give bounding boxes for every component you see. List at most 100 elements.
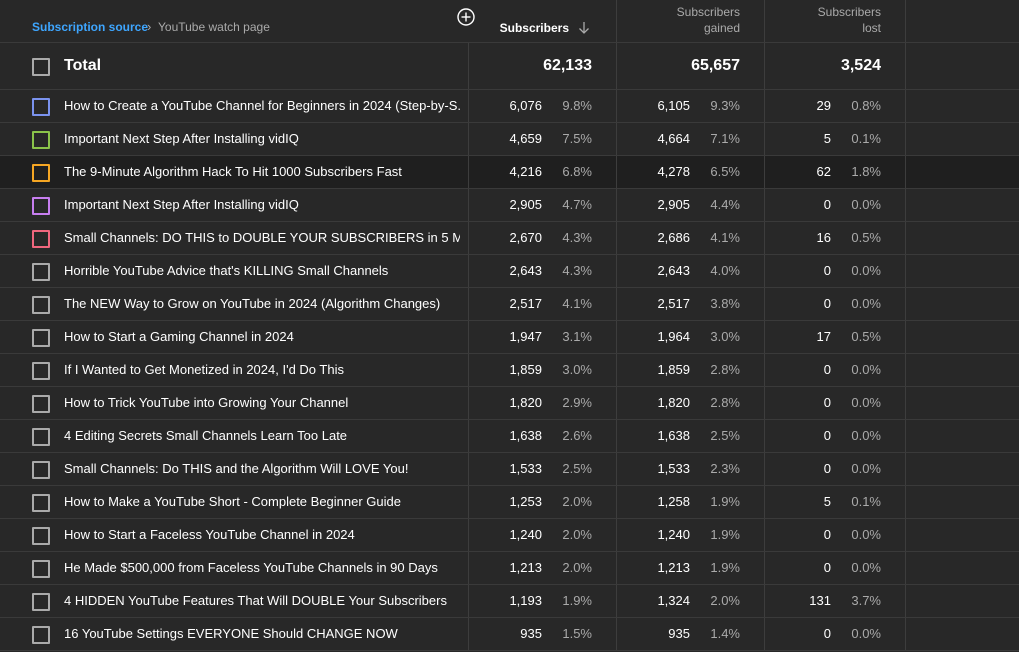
breadcrumb-source-link[interactable]: Subscription source bbox=[32, 20, 149, 34]
subscribers-lost-value: 0 bbox=[823, 527, 831, 542]
subscribers-gained-value: 4,664 bbox=[657, 131, 690, 146]
row-checkbox[interactable] bbox=[32, 395, 50, 413]
column-divider bbox=[905, 585, 906, 617]
video-title[interactable]: How to Make a YouTube Short - Complete B… bbox=[64, 494, 401, 509]
table-row[interactable]: Horrible YouTube Advice that's KILLING S… bbox=[0, 255, 1019, 288]
subscribers-value: 1,820 bbox=[509, 395, 542, 410]
total-checkbox[interactable] bbox=[32, 58, 50, 76]
column-divider bbox=[468, 585, 469, 617]
subscribers-gained-percent: 4.1% bbox=[710, 230, 740, 245]
column-divider bbox=[616, 288, 617, 320]
column-header-subscribers-gained[interactable]: Subscribers gained bbox=[620, 4, 740, 36]
column-divider bbox=[468, 618, 469, 650]
column-divider bbox=[616, 123, 617, 155]
video-title[interactable]: Important Next Step After Installing vid… bbox=[64, 197, 299, 212]
row-checkbox[interactable] bbox=[32, 263, 50, 281]
table-body: How to Create a YouTube Channel for Begi… bbox=[0, 90, 1019, 651]
subscribers-gained-value: 2,517 bbox=[657, 296, 690, 311]
subscribers-lost-value: 0 bbox=[823, 461, 831, 476]
row-checkbox[interactable] bbox=[32, 131, 50, 149]
table-row[interactable]: How to Start a Faceless YouTube Channel … bbox=[0, 519, 1019, 552]
column-header-subscribers-lost[interactable]: Subscribers lost bbox=[770, 4, 881, 36]
row-checkbox[interactable] bbox=[32, 296, 50, 314]
video-title[interactable]: The NEW Way to Grow on YouTube in 2024 (… bbox=[64, 296, 441, 311]
column-divider bbox=[616, 387, 617, 419]
table-row[interactable]: How to Create a YouTube Channel for Begi… bbox=[0, 90, 1019, 123]
column-divider bbox=[905, 123, 906, 155]
subscribers-gained-percent: 4.0% bbox=[710, 263, 740, 278]
row-checkbox[interactable] bbox=[32, 626, 50, 644]
row-checkbox[interactable] bbox=[32, 230, 50, 248]
table-row[interactable]: If I Wanted to Get Monetized in 2024, I'… bbox=[0, 354, 1019, 387]
column-divider bbox=[468, 90, 469, 122]
subscribers-gained-percent: 3.0% bbox=[710, 329, 740, 344]
subscribers-gained-value: 935 bbox=[668, 626, 690, 641]
subscribers-value: 1,638 bbox=[509, 428, 542, 443]
video-title[interactable]: How to Create a YouTube Channel for Begi… bbox=[64, 98, 460, 113]
row-checkbox[interactable] bbox=[32, 98, 50, 116]
video-title[interactable]: Small Channels: Do THIS and the Algorith… bbox=[64, 461, 409, 476]
video-title[interactable]: How to Start a Gaming Channel in 2024 bbox=[64, 329, 294, 344]
row-checkbox[interactable] bbox=[32, 164, 50, 182]
column-divider bbox=[905, 453, 906, 485]
subscribers-percent: 4.3% bbox=[562, 263, 592, 278]
table-row[interactable]: 16 YouTube Settings EVERYONE Should CHAN… bbox=[0, 618, 1019, 651]
video-title[interactable]: 16 YouTube Settings EVERYONE Should CHAN… bbox=[64, 626, 398, 641]
table-row[interactable]: He Made $500,000 from Faceless YouTube C… bbox=[0, 552, 1019, 585]
column-header-subscribers[interactable]: Subscribers bbox=[480, 20, 569, 36]
video-title[interactable]: Small Channels: DO THIS to DOUBLE YOUR S… bbox=[64, 230, 460, 245]
subscribers-lost-percent: 0.0% bbox=[851, 527, 881, 542]
video-title[interactable]: If I Wanted to Get Monetized in 2024, I'… bbox=[64, 362, 344, 377]
video-title[interactable]: He Made $500,000 from Faceless YouTube C… bbox=[64, 560, 438, 575]
table-row[interactable]: Small Channels: DO THIS to DOUBLE YOUR S… bbox=[0, 222, 1019, 255]
column-divider bbox=[905, 189, 906, 221]
subscribers-gained-value: 6,105 bbox=[657, 98, 690, 113]
video-title[interactable]: Horrible YouTube Advice that's KILLING S… bbox=[64, 263, 389, 278]
row-checkbox[interactable] bbox=[32, 461, 50, 479]
video-title[interactable]: 4 Editing Secrets Small Channels Learn T… bbox=[64, 428, 348, 443]
subscribers-gained-value: 1,820 bbox=[657, 395, 690, 410]
add-column-icon[interactable] bbox=[457, 8, 475, 26]
column-divider bbox=[468, 189, 469, 221]
video-title[interactable]: How to Start a Faceless YouTube Channel … bbox=[64, 527, 355, 542]
row-checkbox[interactable] bbox=[32, 527, 50, 545]
row-checkbox[interactable] bbox=[32, 494, 50, 512]
subscribers-percent: 2.6% bbox=[562, 428, 592, 443]
table-row[interactable]: The NEW Way to Grow on YouTube in 2024 (… bbox=[0, 288, 1019, 321]
table-row[interactable]: Important Next Step After Installing vid… bbox=[0, 189, 1019, 222]
subscribers-lost-percent: 0.0% bbox=[851, 296, 881, 311]
subscribers-percent: 4.3% bbox=[562, 230, 592, 245]
table-row[interactable]: Important Next Step After Installing vid… bbox=[0, 123, 1019, 156]
row-checkbox[interactable] bbox=[32, 560, 50, 578]
subscribers-lost-percent: 1.8% bbox=[851, 164, 881, 179]
row-checkbox[interactable] bbox=[32, 362, 50, 380]
subscribers-value: 935 bbox=[520, 626, 542, 641]
sort-arrow-down-icon[interactable] bbox=[578, 21, 590, 35]
table-row[interactable]: 4 HIDDEN YouTube Features That Will DOUB… bbox=[0, 585, 1019, 618]
table-row[interactable]: How to Trick YouTube into Growing Your C… bbox=[0, 387, 1019, 420]
row-checkbox[interactable] bbox=[32, 428, 50, 446]
video-title[interactable]: Important Next Step After Installing vid… bbox=[64, 131, 299, 146]
table-row[interactable]: Small Channels: Do THIS and the Algorith… bbox=[0, 453, 1019, 486]
subscribers-gained-value: 2,686 bbox=[657, 230, 690, 245]
video-title[interactable]: 4 HIDDEN YouTube Features That Will DOUB… bbox=[64, 593, 447, 608]
column-divider bbox=[764, 354, 765, 386]
total-row: Total 62,133 65,657 3,524 bbox=[0, 43, 1019, 90]
table-row[interactable]: 4 Editing Secrets Small Channels Learn T… bbox=[0, 420, 1019, 453]
column-divider bbox=[468, 552, 469, 584]
subscribers-gained-percent: 2.3% bbox=[710, 461, 740, 476]
table-row[interactable]: The 9-Minute Algorithm Hack To Hit 1000 … bbox=[0, 156, 1019, 189]
video-title[interactable]: How to Trick YouTube into Growing Your C… bbox=[64, 395, 349, 410]
table-row[interactable]: How to Make a YouTube Short - Complete B… bbox=[0, 486, 1019, 519]
row-checkbox[interactable] bbox=[32, 329, 50, 347]
row-checkbox[interactable] bbox=[32, 197, 50, 215]
subscribers-lost-percent: 0.1% bbox=[851, 494, 881, 509]
subscribers-lost-value: 131 bbox=[809, 593, 831, 608]
column-divider bbox=[905, 321, 906, 353]
subscribers-value: 6,076 bbox=[509, 98, 542, 113]
table-row[interactable]: How to Start a Gaming Channel in 2024 1,9… bbox=[0, 321, 1019, 354]
row-checkbox[interactable] bbox=[32, 593, 50, 611]
subscribers-value: 2,670 bbox=[509, 230, 542, 245]
video-title[interactable]: The 9-Minute Algorithm Hack To Hit 1000 … bbox=[64, 164, 402, 179]
